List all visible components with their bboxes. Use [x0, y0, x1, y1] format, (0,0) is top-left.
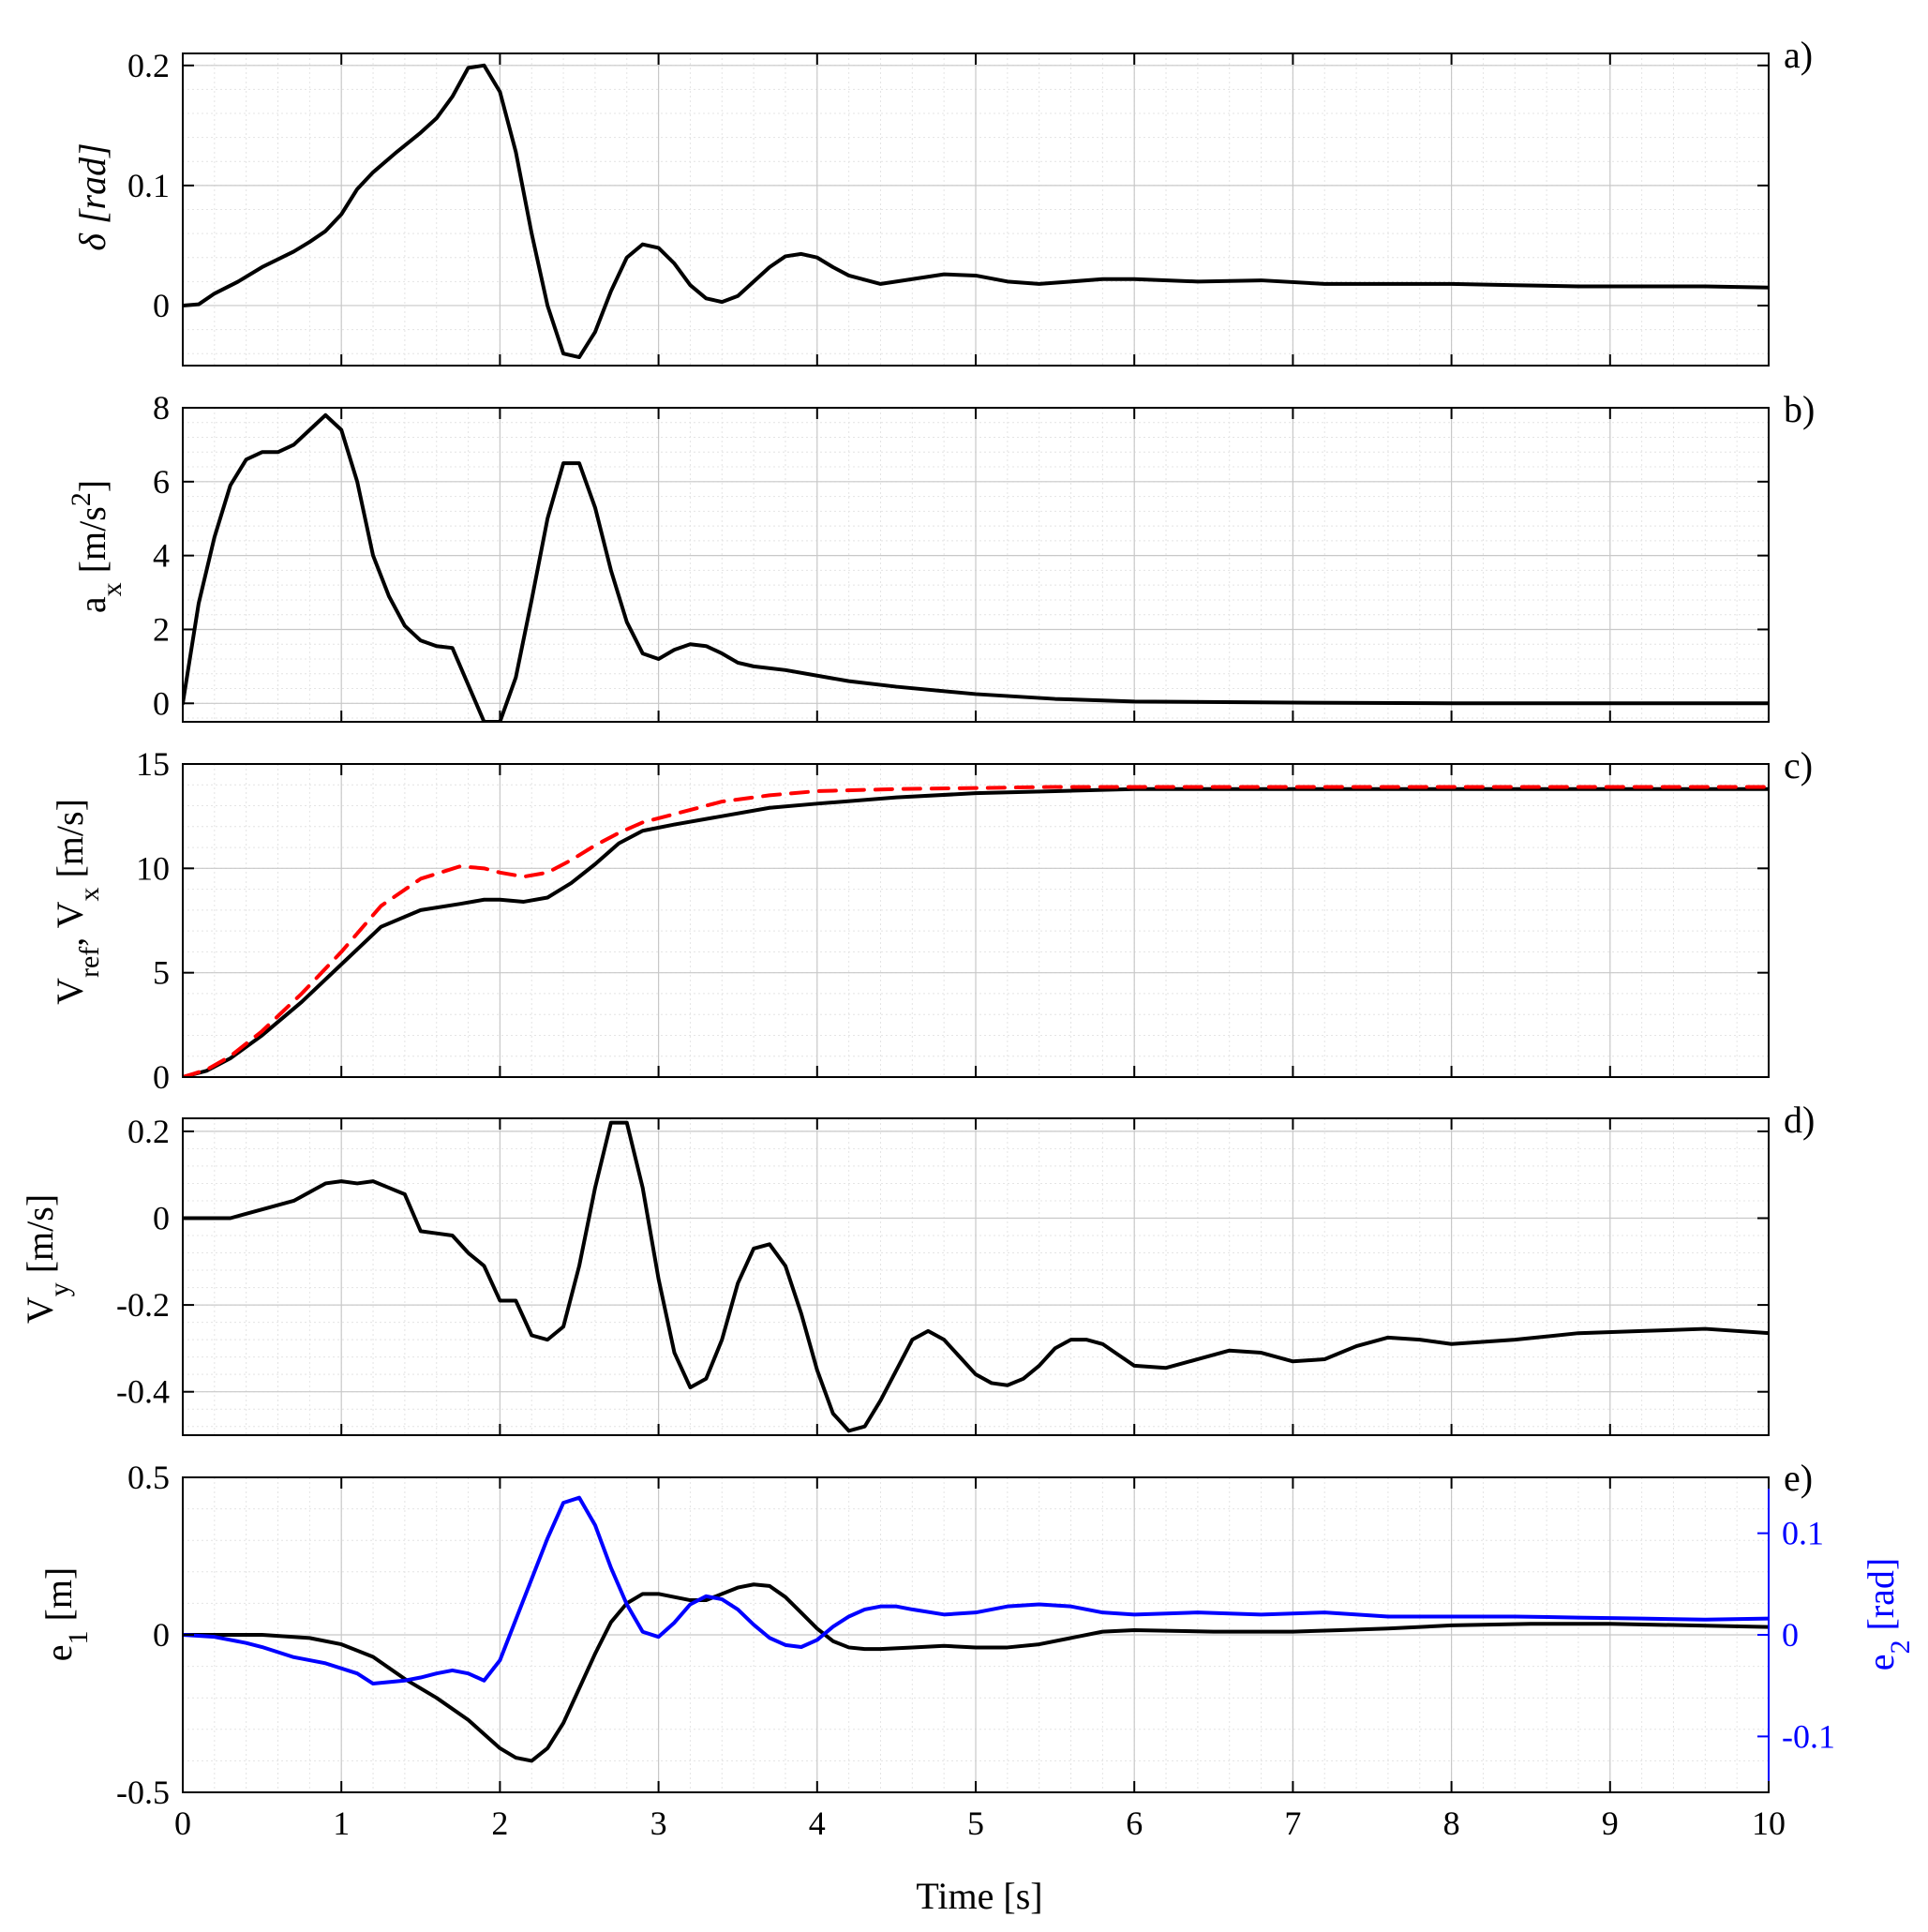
panel-a-label: a)	[1784, 34, 1813, 76]
x-axis-label: Time [s]	[916, 1875, 1042, 1917]
y-tick-label: 6	[153, 463, 170, 501]
panel-d-label: d)	[1784, 1099, 1815, 1141]
y-tick-label: 0	[153, 1058, 170, 1096]
panel-b-lines	[183, 412, 1769, 722]
panel-a-ylabel: δ [rad]	[71, 142, 113, 250]
series-line-delta	[183, 63, 1769, 360]
series-line-Vx	[183, 786, 1769, 1077]
panel-a: 0 0.1 0.2 a) δ [rad]	[71, 34, 1813, 367]
panel-b-ticks: 0 2 4 6 8	[153, 389, 1770, 722]
panel-c: 0 5 10 15 c) Vref, Vx [m/s]	[49, 744, 1813, 1096]
panel-e-ylabel: e1 [m]	[37, 1567, 94, 1662]
panel-e: 0 1 2 3 4 5 6 7 8 9 10-0.500.5-0.100.1 e) e1 [m] e…	[37, 1457, 1916, 1917]
panel-e-ticks: 0 1 2 3 4 5 6 7 8 9 10-0.500.5-0.100.1	[116, 1459, 1835, 1842]
panel-a-ticks: 0 0.1 0.2	[127, 47, 1770, 366]
x-tick-label: 1	[333, 1805, 350, 1842]
series-line-ax	[183, 412, 1769, 722]
series-line-e1	[183, 1582, 1769, 1763]
panel-b-label: b)	[1784, 388, 1815, 430]
x-tick-label: 10	[1752, 1805, 1786, 1842]
y-tick-label: 5	[153, 954, 170, 992]
x-tick-label: 8	[1443, 1805, 1460, 1842]
y-tick-label: 4	[153, 537, 170, 575]
y2-tick-label: 0	[1782, 1616, 1799, 1654]
panel-d-ticks: -0.4 -0.2 0 0.2	[116, 1113, 1770, 1435]
panel-d-grid	[182, 1118, 1770, 1435]
y-tick-label: -0.2	[116, 1286, 170, 1324]
y-tick-label: 2	[153, 610, 170, 648]
y-tick-label: 0	[153, 684, 170, 722]
y-tick-label: -0.5	[116, 1774, 170, 1811]
x-tick-label: 4	[809, 1805, 826, 1842]
y2-tick-label: 0.1	[1782, 1515, 1824, 1552]
x-tick-label: 5	[967, 1805, 984, 1842]
panel-d-lines	[183, 1120, 1769, 1433]
y-tick-label: -0.4	[116, 1373, 170, 1411]
y-tick-label: 0	[153, 1199, 170, 1236]
x-tick-label: 3	[650, 1805, 667, 1842]
x-tick-label: 2	[491, 1805, 508, 1842]
series-line-Vy	[183, 1120, 1769, 1433]
x-tick-label: 9	[1602, 1805, 1619, 1842]
panel-d: -0.4 -0.2 0 0.2 d) Vy [m/s]	[19, 1099, 1815, 1436]
panel-c-ticks: 0 5 10 15	[136, 745, 1770, 1096]
panel-a-lines	[183, 63, 1769, 360]
panel-e-lines	[183, 1495, 1769, 1763]
x-tick-label: 7	[1284, 1805, 1301, 1842]
y-tick-label: 0	[153, 287, 170, 324]
panel-b: 0 2 4 6 8 b) ax [m/s2]	[66, 388, 1815, 723]
series-line-e2	[183, 1495, 1769, 1686]
panel-e-y2label: e2 [rad]	[1860, 1558, 1916, 1670]
panel-d-ylabel: Vy [m/s]	[19, 1194, 75, 1324]
y-tick-label: 0.2	[127, 47, 170, 84]
y-tick-label: 8	[153, 389, 170, 427]
y-tick-label: 0	[153, 1616, 170, 1654]
panel-c-ylabel: Vref, Vx [m/s]	[49, 799, 105, 1005]
panel-c-label: c)	[1784, 744, 1813, 786]
y-tick-label: 0.5	[127, 1459, 170, 1496]
y-tick-label: 0.1	[127, 167, 170, 204]
panel-e-label: e)	[1784, 1457, 1813, 1499]
x-tick-label: 6	[1126, 1805, 1143, 1842]
panel-b-ylabel: ax [m/s2]	[66, 480, 127, 613]
series-line-Vref	[183, 785, 1769, 1077]
x-tick-label: 0	[174, 1805, 191, 1842]
y-tick-label: 15	[136, 745, 170, 783]
y-tick-label: 0.2	[127, 1113, 170, 1150]
panel-a-grid	[182, 53, 1770, 366]
y-tick-label: 10	[136, 849, 170, 887]
panel-c-lines	[183, 785, 1769, 1077]
y2-tick-label: -0.1	[1782, 1717, 1835, 1755]
